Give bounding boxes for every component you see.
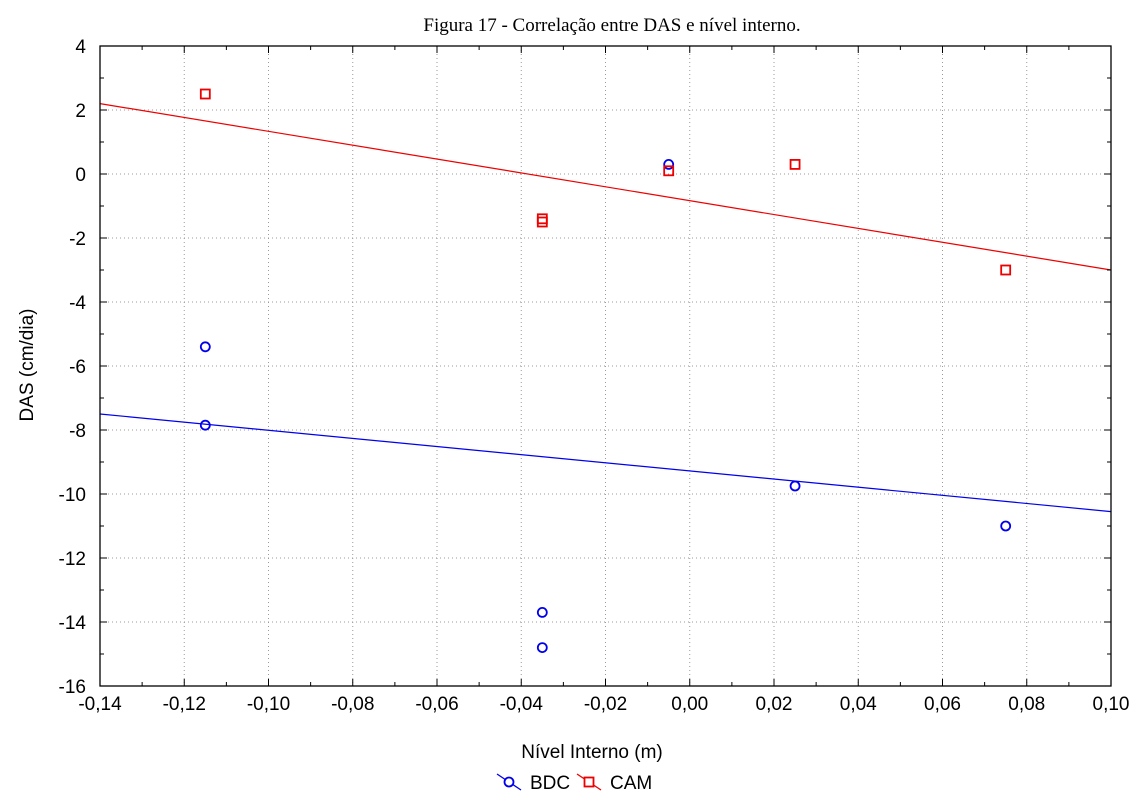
y-tick-label: -12 <box>59 549 86 570</box>
y-tick-label: -16 <box>59 677 86 698</box>
x-axis-label: Nível Interno (m) <box>521 742 662 763</box>
x-tick-label: -0,12 <box>163 694 206 715</box>
data-point-cam <box>536 213 548 225</box>
data-point-bdc <box>536 607 548 618</box>
data-point-bdc <box>199 341 211 353</box>
trend-line-bdc <box>99 413 1112 513</box>
x-tick-label: -0,14 <box>78 694 122 715</box>
y-tick-label: 4 <box>75 37 86 58</box>
y-tick-label: -10 <box>59 485 86 506</box>
y-axis-ticks: 4 2 0 -2 -4 -6 -8 -10 -12 -14 -16 <box>59 37 87 698</box>
data-points <box>199 88 1012 653</box>
legend-item-cam: CAM <box>576 773 652 794</box>
x-tick-label: -0,08 <box>331 694 374 715</box>
data-point-bdc <box>536 642 548 653</box>
x-tick-label: -0,02 <box>584 694 627 715</box>
x-tick-label: 0,04 <box>840 694 877 715</box>
data-point-cam <box>536 216 548 228</box>
y-tick-label: 2 <box>75 101 86 122</box>
data-point-bdc <box>199 419 211 431</box>
y-tick-label: -14 <box>59 613 87 634</box>
legend-item-bdc: BDC <box>496 773 570 794</box>
data-point-cam <box>199 88 211 100</box>
trend-line-cam <box>99 103 1112 271</box>
x-tick-label: -0,04 <box>500 694 544 715</box>
y-tick-label: -8 <box>69 421 86 442</box>
data-point-cam <box>789 158 801 170</box>
data-point-cam <box>1000 264 1012 276</box>
legend: BDC CAM <box>496 773 652 794</box>
legend-label-cam: CAM <box>610 773 652 794</box>
x-axis-ticks: -0,14 -0,12 -0,10 -0,08 -0,06 -0,04 -0,02 0,00 0… <box>78 694 1129 715</box>
trend-lines <box>99 103 1112 513</box>
legend-marker-bdc-icon <box>503 776 515 788</box>
tick-marks <box>99 45 1112 687</box>
y-tick-label: -4 <box>69 293 86 314</box>
x-tick-label: 0,06 <box>924 694 961 715</box>
data-point-cam <box>663 165 675 177</box>
x-tick-label: -0,10 <box>247 694 290 715</box>
data-point-bdc <box>789 480 801 492</box>
y-tick-label: -2 <box>69 229 86 250</box>
x-tick-label: 0,00 <box>671 694 708 715</box>
legend-label-bdc: BDC <box>530 773 570 794</box>
data-point-bdc <box>1000 520 1012 532</box>
y-axis-label: DAS (cm/dia) <box>17 309 38 422</box>
x-tick-label: 0,10 <box>1093 694 1130 715</box>
data-point-bdc <box>663 158 675 170</box>
x-tick-label: -0,06 <box>415 694 458 715</box>
chart-title: Figura 17 - Correlação entre DAS e nível… <box>423 15 800 36</box>
x-tick-label: 0,08 <box>1008 694 1045 715</box>
legend-marker-cam-icon <box>583 776 595 788</box>
x-tick-label: 0,02 <box>756 694 793 715</box>
y-tick-label: 0 <box>75 165 86 186</box>
grid-lines <box>100 46 1111 686</box>
y-tick-label: -6 <box>69 357 86 378</box>
